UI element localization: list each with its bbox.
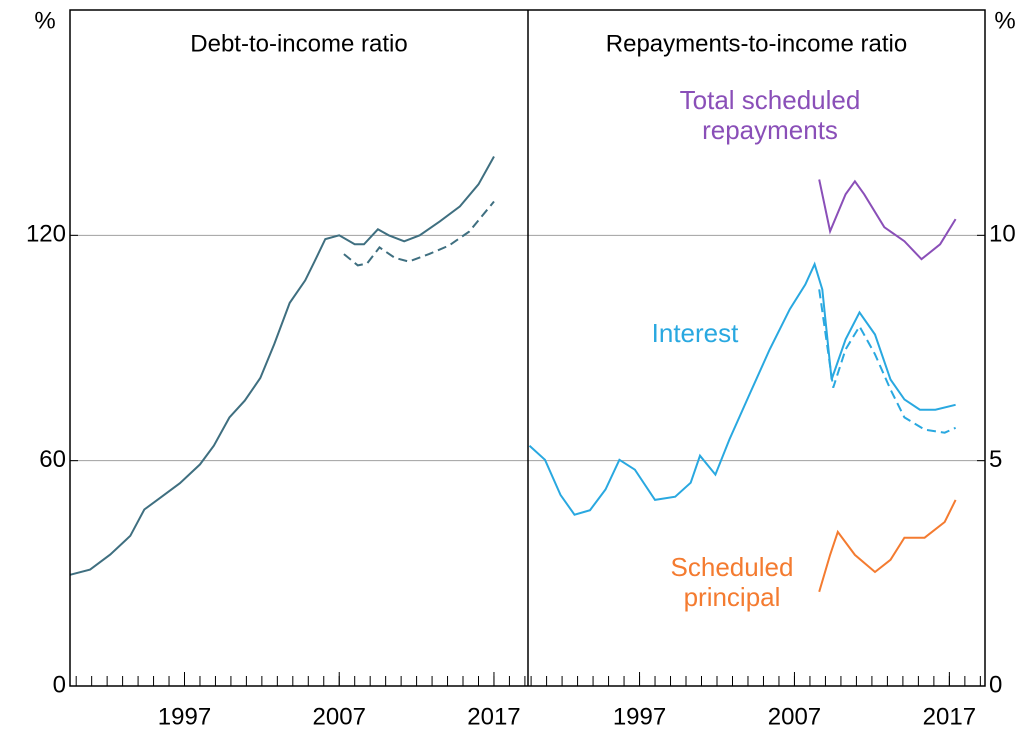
y-tick-label: 60 bbox=[39, 446, 66, 473]
y-tick-label: 0 bbox=[989, 671, 1002, 698]
line bbox=[69, 156, 495, 576]
dashed-line bbox=[818, 289, 957, 434]
series-label: Total scheduled repayments bbox=[679, 85, 861, 145]
panel-title: Debt-to-income ratio bbox=[190, 30, 407, 57]
line bbox=[818, 179, 957, 261]
series-label: Scheduled principal bbox=[670, 552, 794, 612]
y-tick-label: 0 bbox=[53, 671, 66, 698]
x-tick-label: 2007 bbox=[768, 703, 821, 730]
series-label: Interest bbox=[651, 318, 739, 348]
y-axis-unit: % bbox=[994, 7, 1015, 34]
panel-title: Repayments-to-income ratio bbox=[606, 30, 907, 57]
x-tick-label: 2017 bbox=[923, 703, 976, 730]
x-tick-label: 2017 bbox=[467, 703, 520, 730]
x-tick-label: 1997 bbox=[158, 703, 211, 730]
y-tick-label: 10 bbox=[989, 221, 1016, 248]
series-label-box: Total scheduled repayments bbox=[679, 85, 861, 145]
x-tick-label: 2007 bbox=[313, 703, 366, 730]
line bbox=[818, 499, 957, 593]
dashed-line bbox=[343, 200, 495, 267]
series-label-box: Interest bbox=[651, 318, 739, 348]
series-label-box: Scheduled principal bbox=[670, 552, 794, 612]
y-tick-label: 120 bbox=[26, 221, 66, 248]
y-tick-label: 5 bbox=[989, 446, 1002, 473]
line bbox=[528, 261, 956, 516]
y-axis-unit: % bbox=[34, 7, 55, 34]
x-tick-label: 1997 bbox=[613, 703, 666, 730]
